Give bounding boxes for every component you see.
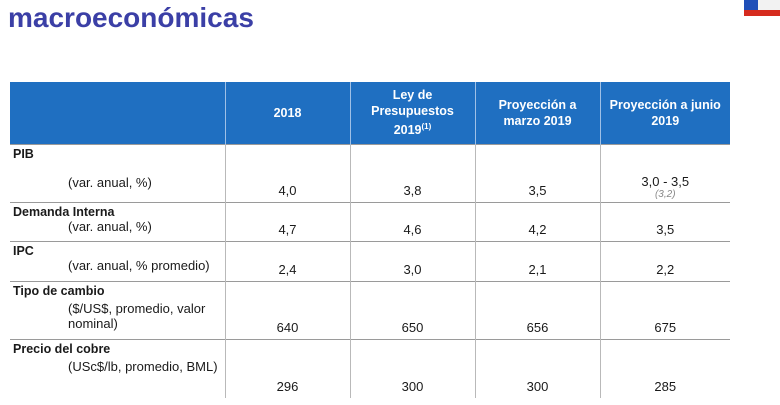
table-cell: 3,8 <box>350 144 476 203</box>
table-cell: 4,7 <box>225 202 351 242</box>
table-cell: 4,6 <box>350 202 476 242</box>
table-row: PIB (var. anual, %) 4,0 3,8 3,5 3,0 - 3,… <box>10 144 730 203</box>
table-cell: 4,2 <box>475 202 601 242</box>
header-empty <box>10 82 226 145</box>
table-cell: 675 <box>600 281 730 340</box>
row-label: Demanda Interna (var. anual, %) <box>10 202 226 242</box>
table-cell: 2,4 <box>225 241 351 282</box>
table-cell: 4,0 <box>225 144 351 203</box>
header-ley-presupuestos: Ley de Presupuestos 2019(1) <box>350 82 476 145</box>
table-cell: 3,5 <box>475 144 601 203</box>
flag-blue-field <box>744 0 758 10</box>
table-cell: 300 <box>475 339 601 398</box>
table-cell: 285 <box>600 339 730 398</box>
row-label: PIB (var. anual, %) <box>10 144 226 203</box>
row-label: IPC (var. anual, % promedio) <box>10 241 226 282</box>
table-cell: 656 <box>475 281 601 340</box>
table-cell: 2,2 <box>600 241 730 282</box>
table-cell: 3,0 <box>350 241 476 282</box>
chile-flag-logo <box>740 0 780 16</box>
table-row: Tipo de cambio ($/US$, promedio, valor n… <box>10 281 730 340</box>
row-label: Precio del cobre (USc$/lb, promedio, BML… <box>10 339 226 398</box>
row-label: Tipo de cambio ($/US$, promedio, valor n… <box>10 281 226 340</box>
table-cell: 3,5 <box>600 202 730 242</box>
table-row: IPC (var. anual, % promedio) 2,4 3,0 2,1… <box>10 241 730 282</box>
flag-red-field <box>744 10 780 16</box>
table-cell: 300 <box>350 339 476 398</box>
table-cell: 296 <box>225 339 351 398</box>
macro-projections-table: 2018 Ley de Presupuestos 2019(1) Proyecc… <box>10 82 730 398</box>
table-cell: 640 <box>225 281 351 340</box>
header-proyeccion-junio: Proyección a junio 2019 <box>600 82 730 145</box>
table-row: Precio del cobre (USc$/lb, promedio, BML… <box>10 339 730 398</box>
header-proyeccion-marzo: Proyección a marzo 2019 <box>475 82 601 145</box>
table-cell: 3,0 - 3,5 (3,2) <box>600 144 730 203</box>
table-row: Demanda Interna (var. anual, %) 4,7 4,6 … <box>10 202 730 242</box>
table-header-row: 2018 Ley de Presupuestos 2019(1) Proyecc… <box>10 82 730 145</box>
page-title: macroeconómicas <box>8 2 254 33</box>
table-cell: 650 <box>350 281 476 340</box>
table-cell: 2,1 <box>475 241 601 282</box>
header-2018: 2018 <box>225 82 351 145</box>
